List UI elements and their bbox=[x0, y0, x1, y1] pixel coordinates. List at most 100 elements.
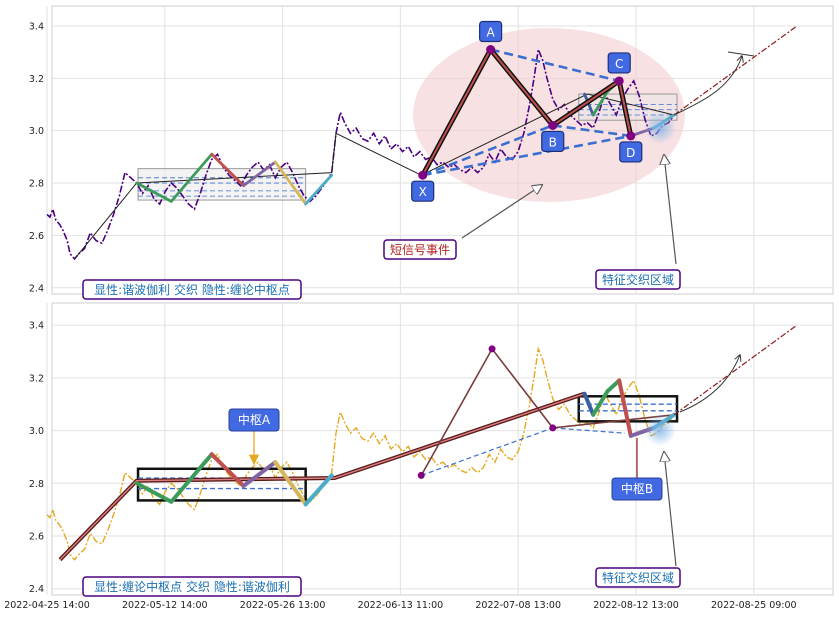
wave-segment bbox=[242, 160, 277, 188]
harmonic-point-label: C bbox=[615, 57, 623, 71]
y-tick-label: 2.4 bbox=[29, 584, 44, 595]
bottom-panel: 2.4 2.6 2.8 3.0 3.2 3.4 2022-04-25 14:00 2022-… bbox=[4, 302, 834, 611]
top-feature-label: 特征交织区域 bbox=[595, 269, 681, 290]
top-panel: 2.4 2.6 2.8 3.0 3.2 3.4 X A B C D 短信号事件 特征交织区域 显性… bbox=[29, 5, 834, 300]
bottom-y-ticks: 2.4 2.6 2.8 3.0 3.2 3.4 bbox=[29, 321, 44, 596]
top-legend-text: 显性:谐波伽利 交织 隐性:缠论中枢点 bbox=[94, 282, 290, 297]
dashed-link bbox=[552, 427, 626, 434]
wave-segment bbox=[169, 452, 214, 504]
signal-label: 短信号事件 bbox=[383, 239, 457, 260]
x-tick-label: 2022-07-08 13:00 bbox=[475, 600, 561, 611]
signal-label-text: 短信号事件 bbox=[390, 243, 450, 257]
wave-segment bbox=[209, 452, 246, 488]
y-tick-label: 3.2 bbox=[29, 74, 44, 85]
wave-segment bbox=[134, 481, 174, 504]
top-wave-in-center-a bbox=[135, 152, 334, 206]
center-b-label-text: 中枢B bbox=[621, 481, 653, 496]
bottom-projection-line bbox=[673, 324, 798, 416]
bottom-price-line bbox=[46, 346, 675, 561]
stroke-line bbox=[420, 347, 675, 476]
wave-segment bbox=[617, 378, 633, 438]
x-tick-label: 2022-05-12 14:00 bbox=[122, 600, 208, 611]
wave-segment bbox=[303, 473, 334, 507]
harmonic-point bbox=[486, 45, 496, 55]
y-tick-label: 3.0 bbox=[29, 426, 44, 437]
dashed-link bbox=[421, 427, 553, 476]
harmonic-point-label: A bbox=[487, 26, 496, 40]
bottom-feature-glow bbox=[644, 414, 676, 446]
center-box bbox=[137, 168, 307, 201]
bottom-feature-label: 特征交织区域 bbox=[595, 567, 681, 588]
harmonic-point-badge bbox=[541, 130, 565, 153]
x-tick-label: 2022-08-12 13:00 bbox=[593, 600, 679, 611]
stroke-point bbox=[549, 424, 557, 432]
center-a-label-text: 中枢A bbox=[238, 412, 271, 427]
harmonic-leg bbox=[552, 80, 620, 127]
harmonic-point-label: B bbox=[549, 135, 557, 149]
harmonic-ratio-line bbox=[422, 134, 632, 177]
wave-segment bbox=[273, 460, 308, 507]
wave-segment bbox=[582, 391, 596, 417]
harmonic-ratio-line bbox=[490, 48, 620, 83]
harmonic-point-badge bbox=[479, 20, 503, 43]
wave-segment bbox=[583, 92, 595, 117]
top-legend-box: 显性:谐波伽利 交织 隐性:缠论中枢点 bbox=[82, 279, 302, 300]
harmonic-pattern: X A B C D bbox=[411, 20, 643, 202]
y-tick-label: 3.4 bbox=[29, 321, 44, 332]
harmonic-point-label: X bbox=[419, 185, 427, 199]
harmonic-point-label: D bbox=[626, 146, 635, 160]
x-tick-label: 2022-08-25 09:00 bbox=[711, 600, 797, 611]
harmonic-leg bbox=[421, 49, 492, 176]
top-feature-arrow bbox=[664, 155, 677, 265]
bottom-legend-text: 显性:缠论中枢点 交织 隐性:谐波伽利 bbox=[94, 579, 290, 594]
y-tick-label: 2.8 bbox=[29, 479, 44, 490]
wave-segment bbox=[169, 152, 214, 203]
wave-segment bbox=[273, 160, 308, 206]
y-tick-label: 2.6 bbox=[29, 532, 44, 543]
top-y-ticks: 2.4 2.6 2.8 3.0 3.2 3.4 bbox=[29, 21, 44, 294]
x-tick-labels: 2022-04-25 14:00 2022-05-12 14:00 2022-05-… bbox=[4, 600, 796, 611]
harmonic-leg bbox=[618, 80, 632, 137]
top-feature-label-text: 特征交织区域 bbox=[602, 272, 674, 287]
x-tick-label: 2022-05-26 13:00 bbox=[240, 600, 326, 611]
center-a-label: 中枢A bbox=[228, 408, 280, 432]
bottom-stroke-path bbox=[417, 345, 675, 479]
harmonic-point bbox=[626, 131, 636, 141]
harmonic-point bbox=[548, 120, 558, 130]
wave-segment bbox=[241, 460, 278, 488]
signal-arrow bbox=[461, 185, 542, 239]
top-curve-arrow bbox=[675, 56, 742, 115]
top-feature-glow bbox=[644, 112, 676, 144]
wave-segment bbox=[591, 389, 610, 417]
top-curve-tick bbox=[727, 51, 755, 57]
y-tick-label: 2.8 bbox=[29, 179, 44, 190]
y-tick-label: 3.4 bbox=[29, 21, 44, 32]
stroke-point bbox=[488, 345, 496, 353]
bottom-legend-box: 显性:缠论中枢点 交织 隐性:谐波伽利 bbox=[82, 576, 302, 597]
harmonic-point-badge bbox=[411, 180, 435, 202]
harmonic-leg bbox=[489, 48, 554, 127]
bottom-wave-in-center-a bbox=[134, 452, 334, 507]
y-tick-label: 2.4 bbox=[29, 283, 44, 294]
x-tick-label: 2022-06-13 11:00 bbox=[358, 600, 444, 611]
bottom-curve-arrow bbox=[679, 355, 740, 413]
center-b-label: 中枢B bbox=[611, 477, 663, 501]
bottom-feature-arrow bbox=[664, 452, 677, 567]
harmonic-ratio-line bbox=[422, 124, 554, 177]
harmonic-point-badge bbox=[607, 52, 631, 74]
harmonic-point bbox=[614, 76, 624, 86]
wave-segment bbox=[591, 90, 610, 117]
harmonic-point-badge bbox=[619, 141, 643, 163]
wave-segment bbox=[135, 181, 173, 203]
wave-segment bbox=[304, 173, 334, 206]
wave-segment bbox=[605, 378, 622, 394]
y-tick-label: 3.2 bbox=[29, 373, 44, 384]
wave-segment bbox=[210, 152, 245, 188]
top-center-a bbox=[137, 168, 307, 201]
stroke-point bbox=[417, 471, 425, 479]
y-tick-label: 2.6 bbox=[29, 231, 44, 242]
bottom-plot-frame bbox=[51, 302, 834, 596]
y-tick-label: 3.0 bbox=[29, 126, 44, 137]
bottom-feature-label-text: 特征交织区域 bbox=[602, 570, 674, 585]
